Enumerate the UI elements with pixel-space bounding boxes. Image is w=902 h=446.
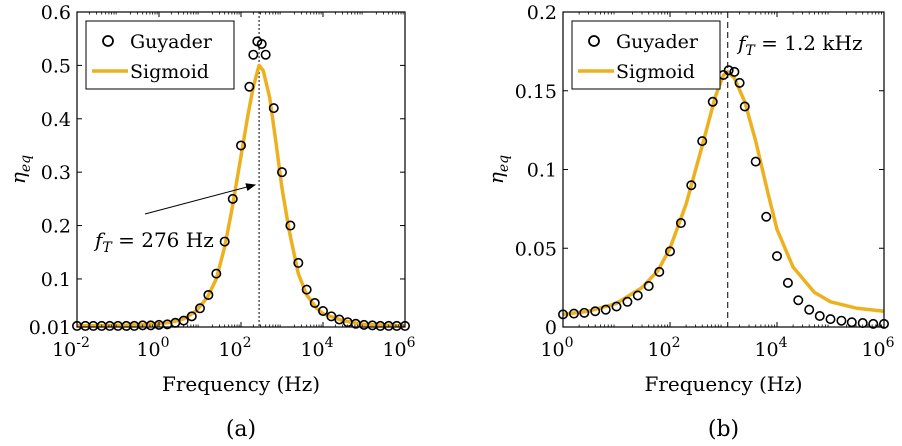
panel-a-ytick-label: 0.1 bbox=[41, 269, 71, 291]
panel-b-guyader-point bbox=[686, 180, 697, 191]
panel-a-legend-box bbox=[85, 20, 235, 90]
panel-b-caption: (b) bbox=[708, 417, 739, 442]
panel-b-guyader-point bbox=[643, 281, 654, 292]
panel-b-guyader-point bbox=[654, 266, 665, 277]
panel-a-guyader-point bbox=[219, 236, 230, 247]
panel-b-ytick-label: 0.05 bbox=[515, 238, 557, 260]
panel-a-legend: Guyader Sigmoid bbox=[85, 20, 235, 90]
panel-b-guyader-point bbox=[579, 307, 590, 318]
panel-b-guyader-point bbox=[622, 296, 633, 307]
panel-b-guyader-point bbox=[782, 277, 793, 288]
panel-b-legend-guyader-label: Guyader bbox=[616, 31, 699, 53]
panel-b-guyader-point bbox=[707, 96, 718, 107]
panel-b-guyader-point bbox=[771, 251, 782, 262]
panel-b-guyader-point bbox=[750, 156, 761, 167]
panel-b-guyader-point bbox=[611, 301, 622, 312]
panel-a-legend-guyader-marker bbox=[102, 35, 114, 47]
panel-a-ytick-label: 0.01 bbox=[29, 317, 71, 339]
panel-a-chart: 10-2 100 102 104 106 0.01 0.1 0.2 0.3 0.4 0.5 0.6 Fr… bbox=[6, 2, 416, 442]
panel-a-ytick-label: 0.2 bbox=[41, 216, 71, 238]
panel-b-legend-guyader-marker bbox=[588, 35, 600, 47]
panel-a-xlabel: Frequency (Hz) bbox=[162, 372, 320, 396]
panel-b-guyader-point bbox=[825, 314, 836, 325]
panel-a-legend-sigmoid-label: Sigmoid bbox=[130, 61, 209, 83]
panel-a-guyader-point bbox=[211, 268, 222, 279]
panel-a-guyader-point bbox=[195, 303, 206, 314]
panel-b-chart: 100 102 104 106 0 0.05 0.1 0.15 0.2 Frequency (Hz… bbox=[484, 2, 895, 442]
panel-a-ytick-label: 0.5 bbox=[41, 55, 71, 77]
panel-b-ytick-label: 0.15 bbox=[515, 81, 557, 103]
panel-a-guyader-point bbox=[203, 289, 214, 300]
panel-a-xtick-label: 102 bbox=[218, 335, 251, 361]
panel-b-guyader-point bbox=[697, 136, 708, 147]
panel-a-guyader-point bbox=[317, 305, 328, 316]
panel-a-xtick-label: 104 bbox=[300, 335, 333, 361]
panel-b-guyader-point bbox=[675, 218, 686, 229]
panel-b-guyader-point bbox=[590, 306, 601, 317]
panel-a-guyader-point bbox=[244, 81, 255, 92]
panel-a-guyader-point bbox=[186, 311, 197, 322]
panel-b-xlabel: Frequency (Hz) bbox=[644, 372, 802, 396]
panel-b-legend-box bbox=[571, 20, 721, 90]
panel-a-guyader-point bbox=[309, 297, 320, 308]
panel-b-guyader-point bbox=[836, 315, 847, 326]
panel-a-guyader-point bbox=[256, 39, 267, 50]
panel-a-xtick-label: 100 bbox=[136, 335, 169, 361]
panel-a-legend-guyader-label: Guyader bbox=[130, 31, 213, 53]
panel-b-guyader-point bbox=[734, 77, 745, 88]
panel-b-guyader-point bbox=[729, 66, 740, 77]
panel-b-ytick-label: 0 bbox=[545, 317, 557, 339]
panel-b-xtick-label: 106 bbox=[861, 335, 894, 361]
panel-a-xtick-label: 10-2 bbox=[52, 335, 90, 361]
panel-b-guyader-point bbox=[600, 304, 611, 315]
panel-b-legend: Guyader Sigmoid bbox=[571, 20, 721, 90]
panel-b-ytick-label: 0.1 bbox=[527, 160, 557, 182]
panel-b-xtick-label: 100 bbox=[540, 335, 573, 361]
panel-b-guyader-point bbox=[814, 310, 825, 321]
panel-b-guyader-point bbox=[793, 295, 804, 306]
panel-b-sigmoid-line bbox=[562, 70, 885, 317]
panel-a-ytick-label: 0.3 bbox=[41, 162, 71, 184]
panel-b-xtick-label: 102 bbox=[647, 335, 680, 361]
panel-b-guyader-point bbox=[804, 304, 815, 315]
panel-a-guyader-point bbox=[285, 220, 296, 231]
panel-b-fT-annotation: fT = 1.2 kHz bbox=[736, 31, 862, 59]
panel-a-guyader-point bbox=[227, 193, 238, 204]
panel-b-guyader-point bbox=[739, 101, 750, 112]
panel-a-xtick-label: 106 bbox=[382, 335, 415, 361]
panel-b-guyader-point bbox=[846, 317, 857, 328]
panel-a-guyader-point bbox=[248, 49, 259, 60]
panel-a-guyader-point bbox=[276, 167, 287, 178]
panel-a-guyader-point bbox=[301, 284, 312, 295]
panel-b-guyader-point bbox=[664, 246, 675, 257]
panel-b-guyader-point bbox=[568, 308, 579, 319]
panel-a-guyader-point bbox=[260, 49, 271, 60]
panel-b-guyader-point bbox=[632, 290, 643, 301]
panel-a-fT-annotation: fT = 276 Hz bbox=[93, 228, 214, 256]
panel-a-ytick-label: 0.4 bbox=[41, 109, 71, 131]
panel-b-legend-sigmoid-label: Sigmoid bbox=[616, 61, 695, 83]
panel-b-xtick-label: 104 bbox=[754, 335, 787, 361]
panel-b-guyader-point bbox=[868, 318, 879, 329]
panel-a-ylabel: ηeq bbox=[6, 155, 34, 184]
panel-a-fT-arrow bbox=[144, 183, 257, 215]
panel-a-ytick-label: 0.6 bbox=[41, 2, 71, 24]
panel-a-guyader-point bbox=[236, 140, 247, 151]
panel-b-guyader-point bbox=[761, 211, 772, 222]
panel-a-guyader-point bbox=[293, 257, 304, 268]
panel-b-ytick-label: 0.2 bbox=[527, 2, 557, 24]
panel-a-guyader-point bbox=[268, 103, 279, 114]
panel-b-ylabel: ηeq bbox=[484, 155, 512, 184]
panel-a-caption: (a) bbox=[226, 417, 256, 442]
panel-a-sigmoid-line bbox=[76, 63, 406, 328]
panel-b-guyader-point bbox=[723, 65, 734, 76]
